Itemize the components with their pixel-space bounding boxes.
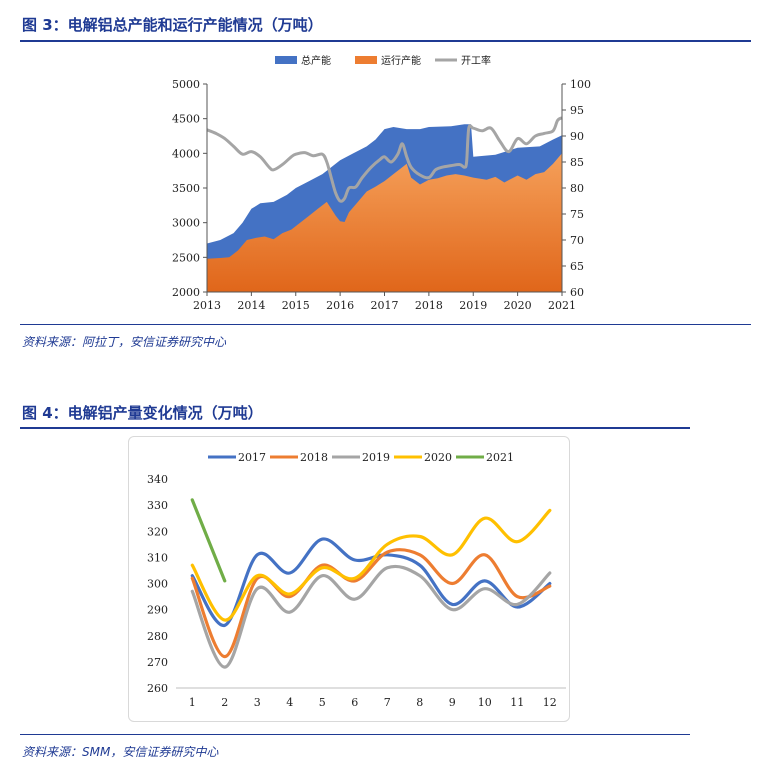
x-tick-label: 7 [384, 696, 391, 709]
y2-tick-label: 70 [570, 234, 584, 247]
chart2-legend: 2017 2018 2019 2020 2021 [208, 451, 514, 464]
capacity-chart: 2000 2500 3000 3500 4000 4500 5000 60 65 70 75 80 85… [172, 54, 591, 312]
figure4-bottom-rule [20, 734, 690, 735]
x-tick-label: 6 [351, 696, 358, 709]
x-tick-label: 9 [449, 696, 456, 709]
y2-tick-label: 90 [570, 130, 584, 143]
line-series-2017 [190, 537, 552, 627]
y-tick-label: 290 [147, 604, 168, 617]
x-tick-label: 2021 [548, 299, 576, 312]
y-tick-label: 340 [147, 473, 168, 486]
figure3-title: 图 3：电解铝总产能和运行产能情况（万吨） [22, 16, 323, 34]
x-tick-label: 2018 [415, 299, 443, 312]
y2-tick-label: 95 [570, 104, 584, 117]
area-series-1 [207, 153, 562, 292]
y-tick-label: 4000 [172, 147, 200, 160]
y2-tick-label: 100 [570, 78, 591, 91]
y-tick-label: 260 [147, 682, 168, 695]
x-tick-label: 11 [510, 696, 524, 709]
x-tick-label: 2 [221, 696, 228, 709]
line-series-2019 [190, 564, 552, 669]
legend-label-2017: 2017 [238, 451, 266, 464]
y-tick-label: 320 [147, 525, 168, 538]
line-series-2021 [190, 498, 227, 583]
y-tick-label: 3500 [172, 182, 200, 195]
y-tick-label: 3000 [172, 217, 200, 230]
figure4-title-rule [20, 427, 690, 429]
x-tick-label: 2013 [193, 299, 221, 312]
x-tick-label: 5 [319, 696, 326, 709]
line-series-2018 [190, 548, 552, 659]
x-tick-label: 2019 [459, 299, 487, 312]
y-tick-label: 4500 [172, 113, 200, 126]
x-tick-label: 4 [286, 696, 293, 709]
legend-swatch-1 [355, 56, 377, 64]
x-tick-label: 1 [189, 696, 196, 709]
y2-tick-label: 60 [570, 286, 584, 299]
y-tick-label: 280 [147, 630, 168, 643]
figure3-title-rule [20, 40, 751, 42]
chart1-legend: 总产能 运行产能 开工率 [275, 54, 491, 67]
figure4-source: 资料来源：SMM，安信证券研究中心 [22, 745, 219, 759]
line-series-operating-rate [206, 116, 563, 203]
x-tick-label: 2017 [371, 299, 399, 312]
x-tick-label: 8 [416, 696, 423, 709]
y2-tick-label: 80 [570, 182, 584, 195]
y-tick-label: 300 [147, 578, 168, 591]
x-tick-label: 2015 [282, 299, 310, 312]
y-tick-label: 2000 [172, 286, 200, 299]
y2-tick-label: 85 [570, 156, 584, 169]
x-tick-label: 2014 [237, 299, 265, 312]
x-tick-label: 2020 [504, 299, 532, 312]
legend-label-2019: 2019 [362, 451, 390, 464]
legend-label-1: 运行产能 [381, 54, 421, 67]
y2-tick-label: 65 [570, 260, 584, 273]
y2-tick-label: 75 [570, 208, 584, 221]
y-tick-label: 2500 [172, 251, 200, 264]
x-tick-label: 3 [254, 696, 261, 709]
figure4-title: 图 4：电解铝产量变化情况（万吨） [22, 404, 263, 422]
legend-swatch-0 [275, 56, 297, 64]
line-series-2020 [190, 508, 552, 622]
legend-label-2: 开工率 [461, 54, 491, 67]
y-tick-label: 330 [147, 499, 168, 512]
x-tick-label: 12 [543, 696, 557, 709]
y-tick-label: 5000 [172, 78, 200, 91]
y-tick-label: 310 [147, 551, 168, 564]
x-tick-label: 10 [478, 696, 492, 709]
legend-label-0: 总产能 [301, 54, 331, 67]
figure3-bottom-rule [20, 324, 751, 325]
y-tick-label: 270 [147, 656, 168, 669]
figure3-source: 资料来源：阿拉丁，安信证券研究中心 [22, 335, 227, 349]
legend-label-2021: 2021 [486, 451, 514, 464]
legend-label-2020: 2020 [424, 451, 452, 464]
legend-label-2018: 2018 [300, 451, 328, 464]
x-tick-label: 2016 [326, 299, 354, 312]
